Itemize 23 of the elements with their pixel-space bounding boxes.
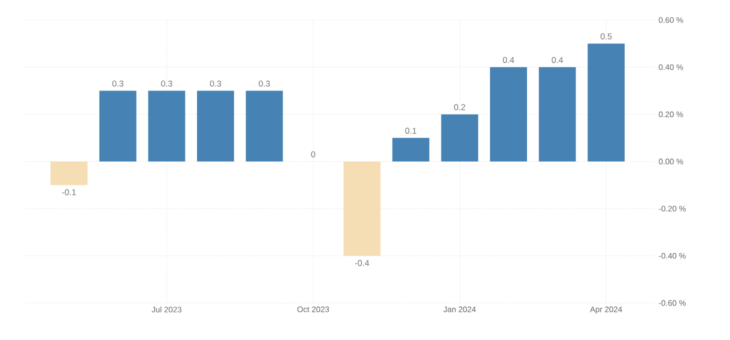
data-label: 0.4	[552, 57, 563, 63]
data-label: 0.1	[405, 128, 416, 134]
data-label: 0.3	[258, 80, 270, 87]
bar	[392, 138, 430, 162]
data-label: -0.1	[62, 189, 76, 196]
data-label: 0.3	[210, 80, 222, 87]
bar	[99, 90, 136, 162]
data-label: 0.5	[600, 33, 612, 40]
bar	[588, 44, 625, 162]
data-label: 0.4	[502, 57, 514, 63]
bar	[441, 114, 478, 162]
data-label: -0.4	[355, 260, 370, 266]
bar	[538, 67, 576, 162]
data-label: 0.3	[161, 80, 172, 87]
bar	[148, 90, 186, 162]
bar	[246, 90, 283, 162]
data-label: 0.3	[112, 80, 124, 87]
bar	[344, 162, 381, 256]
bar	[490, 67, 528, 162]
data-label: 0	[311, 151, 316, 158]
bar	[197, 90, 234, 162]
bar	[50, 162, 88, 186]
data-label: 0.2	[454, 104, 466, 110]
